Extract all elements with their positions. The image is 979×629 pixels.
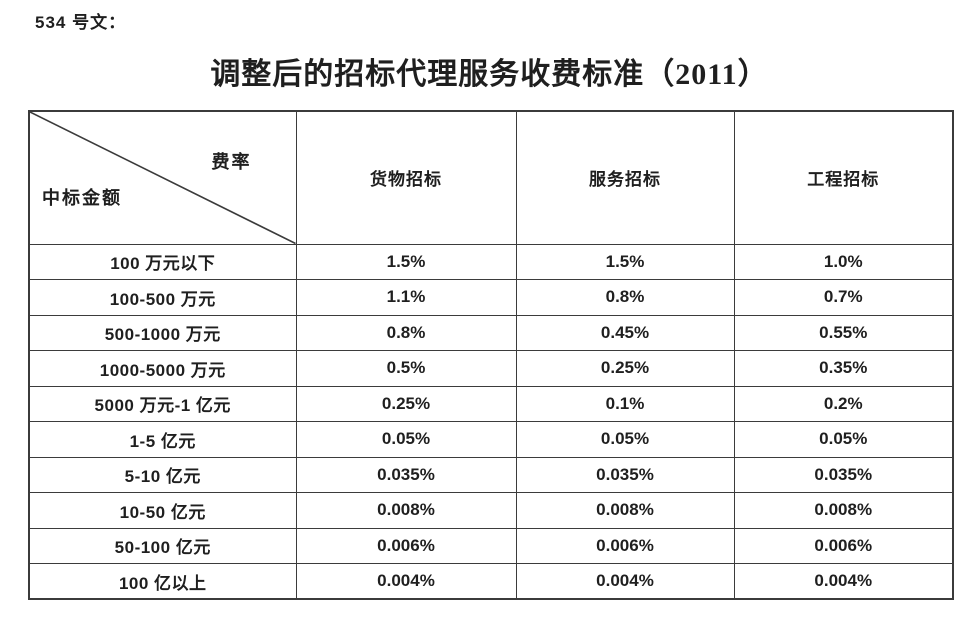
row-label-cell: 50-100 亿元 xyxy=(28,527,297,564)
value-cell: 0.035% xyxy=(733,456,954,493)
value-cell: 0.1% xyxy=(515,385,735,422)
value-cell: 0.2% xyxy=(733,385,954,422)
row-label-cell: 1000-5000 万元 xyxy=(28,350,297,387)
table-row: 50-100 亿元 0.006% 0.006% 0.006% xyxy=(28,527,954,564)
corner-header-cell: 费率 中标金额 xyxy=(28,110,297,245)
value-cell: 0.25% xyxy=(295,385,517,422)
table-row: 1000-5000 万元 0.5% 0.25% 0.35% xyxy=(28,350,954,387)
row-label-cell: 5000 万元-1 亿元 xyxy=(28,385,297,422)
value-cell: 0.05% xyxy=(733,421,954,458)
row-label-cell: 500-1000 万元 xyxy=(28,314,297,351)
value-cell: 1.0% xyxy=(733,243,954,280)
corner-label-fee-rate: 费率 xyxy=(211,152,252,172)
row-label-cell: 100 亿以上 xyxy=(28,563,297,600)
table-header-row: 费率 中标金额 货物招标 服务招标 工程招标 xyxy=(28,110,954,245)
page-title: 调整后的招标代理服务收费标准（2011） xyxy=(210,58,769,91)
value-cell: 0.006% xyxy=(733,527,954,564)
table-row: 1-5 亿元 0.05% 0.05% 0.05% xyxy=(28,421,954,458)
value-cell: 0.8% xyxy=(295,314,517,351)
value-cell: 0.05% xyxy=(515,421,735,458)
value-cell: 0.7% xyxy=(733,279,954,316)
row-label-cell: 100 万元以下 xyxy=(28,243,297,280)
value-cell: 0.004% xyxy=(515,563,735,600)
value-cell: 0.05% xyxy=(295,421,517,458)
row-label-cell: 100-500 万元 xyxy=(28,279,297,316)
column-header-goods-bidding: 货物招标 xyxy=(295,110,517,245)
row-label-cell: 5-10 亿元 xyxy=(28,456,297,493)
row-label-cell: 10-50 亿元 xyxy=(28,492,297,529)
value-cell: 0.55% xyxy=(733,314,954,351)
value-cell: 1.5% xyxy=(515,243,735,280)
value-cell: 0.008% xyxy=(295,492,517,529)
table-row: 100-500 万元 1.1% 0.8% 0.7% xyxy=(28,279,954,316)
value-cell: 0.004% xyxy=(733,563,954,600)
corner-label-bid-amount: 中标金额 xyxy=(42,187,122,208)
fee-rate-table: 费率 中标金额 货物招标 服务招标 工程招标 100 万元以下 1.5% 1.5… xyxy=(28,110,954,600)
table-row: 10-50 亿元 0.008% 0.008% 0.008% xyxy=(28,492,954,529)
table-row: 500-1000 万元 0.8% 0.45% 0.55% xyxy=(28,314,954,351)
value-cell: 0.5% xyxy=(295,350,517,387)
value-cell: 0.8% xyxy=(515,279,735,316)
value-cell: 0.008% xyxy=(515,492,735,529)
table-row: 100 亿以上 0.004% 0.004% 0.004% xyxy=(28,563,954,600)
value-cell: 0.006% xyxy=(515,527,735,564)
value-cell: 0.035% xyxy=(515,456,735,493)
column-header-engineering-bidding: 工程招标 xyxy=(733,110,954,245)
table-row: 100 万元以下 1.5% 1.5% 1.0% xyxy=(28,243,954,280)
table-row: 5-10 亿元 0.035% 0.035% 0.035% xyxy=(28,456,954,493)
doc-number-label: 534 号文： xyxy=(35,13,127,32)
value-cell: 0.35% xyxy=(733,350,954,387)
value-cell: 1.5% xyxy=(295,243,517,280)
diagonal-divider-line xyxy=(30,112,296,244)
value-cell: 0.45% xyxy=(515,314,735,351)
value-cell: 0.035% xyxy=(295,456,517,493)
value-cell: 0.25% xyxy=(515,350,735,387)
row-label-cell: 1-5 亿元 xyxy=(28,421,297,458)
column-header-service-bidding: 服务招标 xyxy=(515,110,735,245)
value-cell: 0.008% xyxy=(733,492,954,529)
value-cell: 0.004% xyxy=(295,563,517,600)
table-row: 5000 万元-1 亿元 0.25% 0.1% 0.2% xyxy=(28,385,954,422)
value-cell: 1.1% xyxy=(295,279,517,316)
value-cell: 0.006% xyxy=(295,527,517,564)
